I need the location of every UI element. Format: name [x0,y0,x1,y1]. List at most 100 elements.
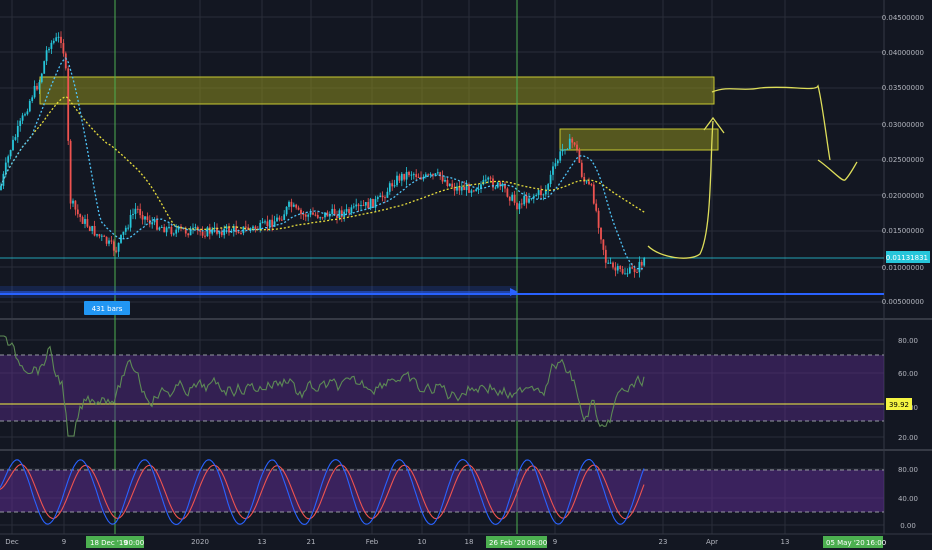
candle-body [163,226,166,233]
candle-body [184,229,187,234]
candle-body [388,183,391,192]
candle-body [139,208,142,216]
moving-average-fast[interactable] [0,57,645,270]
candle-body [643,258,646,266]
candle-body [168,226,170,228]
candle-body [504,183,506,189]
candle-body [26,111,29,115]
candle-body [252,226,254,229]
candle-body [96,234,98,236]
candlestick-series[interactable] [0,31,646,278]
candle-body [624,273,626,275]
candle-body [398,175,401,181]
candle-body [415,174,418,177]
candle-body [494,187,497,189]
rsi-pane[interactable] [0,320,884,449]
candle-body [112,241,115,251]
candle-body [268,219,271,227]
rsi-line[interactable] [0,335,645,437]
price-tick: 0.04500000 [882,14,924,22]
candle-body [396,175,398,186]
cursor-date-badge-may[interactable] [823,536,883,548]
current-price-badge[interactable] [886,251,930,263]
cursor-date-badge-feb[interactable] [486,536,547,548]
candle-body [576,144,578,150]
stoch-k-line[interactable] [0,459,645,526]
resistance-zone-lower[interactable] [559,128,719,151]
bars-count-badge[interactable] [84,301,130,315]
resistance-zone-upper[interactable] [39,76,715,105]
candle-body [288,201,290,207]
main-pane[interactable] [0,0,884,318]
candle-body [204,235,206,237]
candle-body [295,204,298,208]
candle-body [240,233,242,235]
candle-body [588,181,590,185]
candle-body [472,190,475,192]
candle-body [2,173,5,186]
candle-body [218,231,221,234]
candle-body [297,207,300,210]
candle-body [50,42,53,49]
candle-body [468,183,470,193]
candle-body [232,226,235,232]
candle-body [638,261,641,273]
price-tick: 0.00500000 [882,298,924,306]
candle-body [12,139,14,151]
candle-body [393,185,396,187]
time-tick: 13 [781,538,790,546]
candle-body [547,184,550,190]
candle-body [151,222,154,225]
candle-body [76,209,79,215]
candle-body [540,190,542,196]
time-tick: 10 [418,538,427,546]
price-axis[interactable] [884,0,932,534]
candle-body [384,197,386,199]
rsi-value-badge[interactable] [886,398,912,410]
cursor-date-badge-dec[interactable] [86,536,144,548]
candle-body [444,180,446,182]
time-axis[interactable] [0,534,884,550]
candle-body [535,195,538,197]
candle-body [144,216,146,220]
cursor-date-feb: 26 Feb '20 [489,539,526,547]
candle-body [127,227,130,229]
price-tick: 0.04000000 [882,49,924,57]
candle-body [585,181,588,183]
candle-body [508,196,511,201]
candle-body [580,162,583,177]
stoch-d-line[interactable] [0,464,645,520]
candle-body [225,226,228,229]
candle-body [436,172,439,174]
candle-body [38,82,41,90]
candle-body [242,226,245,234]
candle-body [345,209,348,212]
candle-body [326,212,329,217]
candle-body [187,233,190,236]
candle-body [424,174,427,178]
candle-body [165,227,168,233]
candle-body [429,173,432,175]
candle-body [516,202,518,210]
candle-body [304,214,307,217]
price-axis-labels: 0.04500000 0.04000000 0.03500000 0.03000… [882,14,924,306]
projection-drawing[interactable] [647,84,858,259]
candle-body [350,207,353,214]
candle-body [314,214,317,216]
candle-body [619,266,622,270]
candle-body [254,226,257,230]
candle-body [441,176,444,182]
candle-body [364,202,367,206]
cursor-time-feb: 08:00 [527,539,547,547]
candle-body [189,228,192,236]
price-tick: 0.02500000 [882,156,924,164]
candle-body [477,188,480,190]
candle-body [640,261,643,266]
candle-body [153,219,156,223]
candle-body [427,174,430,176]
candle-body [460,186,463,191]
candle-body [4,162,7,174]
candle-body [160,226,163,228]
candle-body [453,187,456,191]
